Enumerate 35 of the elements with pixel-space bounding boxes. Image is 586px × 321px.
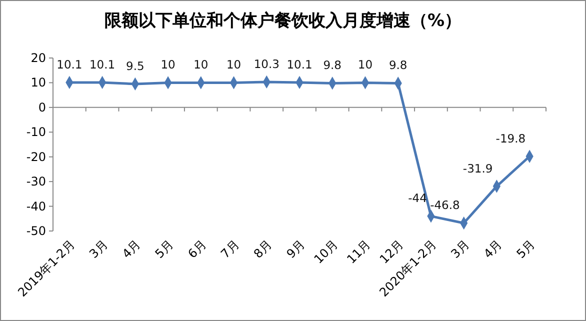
x-tick-label: 7月: [218, 237, 242, 262]
y-tick-label: 20: [30, 51, 46, 65]
x-tick-label: 3月: [448, 237, 472, 262]
chart-title: 限额以下单位和个体户餐饮收入月度增速（%）: [104, 11, 462, 31]
y-tick-label: -10: [26, 125, 46, 140]
data-label: 10: [194, 58, 208, 72]
x-tick-label: 10月: [311, 237, 340, 266]
data-label: 9.5: [126, 58, 144, 73]
y-tick-label: 0: [38, 100, 46, 114]
y-tick-label: 10: [30, 76, 46, 90]
y-tick-label: -20: [26, 150, 46, 164]
data-label: 10: [160, 58, 176, 72]
x-tick-label: 4月: [120, 237, 144, 262]
x-tick-label: 4月: [481, 237, 505, 262]
data-label: 10.1: [56, 57, 82, 72]
y-tick-label: -50: [26, 224, 46, 238]
data-label: 9.8: [388, 58, 408, 72]
data-label: -46.8: [430, 198, 460, 212]
data-label: 10.3: [254, 56, 280, 71]
x-tick-label: 5月: [152, 237, 176, 262]
x-tick-label: 5月: [514, 237, 538, 262]
data-label: -19.8: [496, 131, 526, 146]
x-tick-label: 11月: [344, 237, 374, 266]
data-label: -31.9: [462, 161, 493, 176]
y-tick-label: -30: [26, 174, 46, 189]
data-label: 10.1: [286, 57, 312, 72]
data-label: 10.1: [89, 57, 116, 72]
data-label: 10: [226, 58, 242, 72]
y-tick-label: -40: [26, 199, 46, 214]
data-label: 10: [358, 58, 373, 72]
x-tick-label: 6月: [185, 237, 210, 262]
x-tick-label: 8月: [250, 237, 275, 262]
x-tick-label: 3月: [86, 237, 110, 262]
x-tick-label: 9月: [284, 237, 308, 262]
data-label: 9.8: [323, 58, 342, 72]
